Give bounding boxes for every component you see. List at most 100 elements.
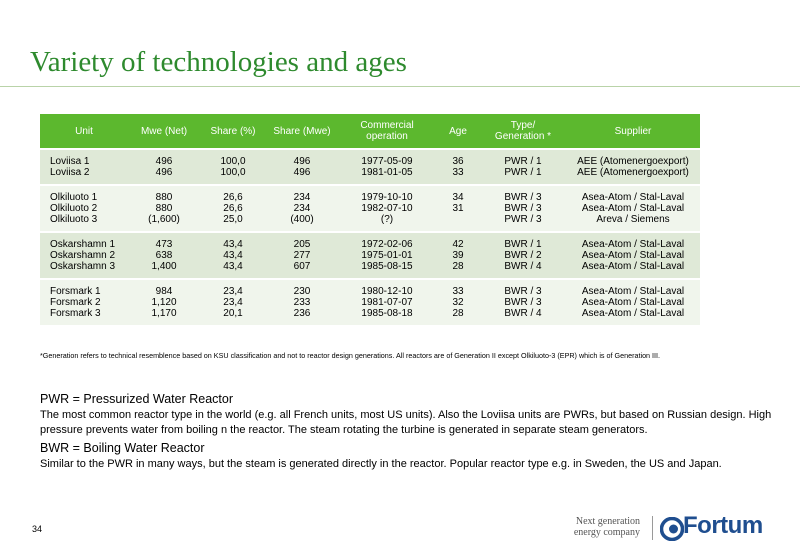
cell-value: BWR / 4 (504, 261, 542, 272)
cell-value: 233 (293, 297, 311, 308)
cell-share-pct: 23,4 23,4 20,1 (200, 278, 266, 325)
cell-value: 1972-02-06 (361, 239, 413, 250)
cell-type-generation: BWR / 3 BWR / 3 BWR / 4 (480, 278, 566, 325)
cell-value: Olkiluoto 1 (50, 192, 98, 203)
cell-value: 473 (155, 239, 173, 250)
cell-share-mwe: 234 234 (400) (266, 184, 338, 232)
cell-value: Asea-Atom / Stal-Laval (581, 192, 685, 203)
cell-unit: Forsmark 1 Forsmark 2 Forsmark 3 (40, 278, 128, 325)
column-header-text: Commercial (360, 120, 414, 131)
cell-value: 607 (293, 261, 311, 272)
cell-value: 20,1 (223, 308, 243, 319)
cell-type-generation: BWR / 1 BWR / 2 BWR / 4 (480, 231, 566, 279)
cell-value: 43,4 (223, 250, 243, 261)
cell-value: 1979-10-10 (361, 192, 413, 203)
cell-value: BWR / 3 (504, 203, 542, 214)
cell-value: 1,400 (151, 261, 177, 272)
column-header: Commercial operation (338, 114, 436, 149)
cell-value: PWR / 1 (504, 167, 542, 178)
cell-value: Forsmark 2 (50, 297, 101, 308)
cell-commercial-operation: 1972-02-06 1975-01-01 1985-08-15 (338, 231, 436, 279)
table-row-group: Olkiluoto 1 Olkiluoto 2 Olkiluoto 3 880 880(… (40, 184, 700, 232)
cell-value: 880 (155, 203, 173, 214)
cell-commercial-operation: 1977-05-09 1981-01-05 (338, 148, 436, 185)
cell-value: 26,6 (223, 203, 243, 214)
cell-value: 43,4 (223, 239, 243, 250)
tagline-line-2: energy company (573, 527, 640, 538)
column-header: Mwe (Net) (128, 114, 200, 149)
cell-value: Loviisa 1 (50, 156, 90, 167)
bwr-description: Similar to the PWR in many ways, but the… (40, 458, 722, 470)
cell-value: 1975-01-01 (361, 250, 413, 261)
cell-commercial-operation: 1979-10-10 1982-07-10 (?) (338, 184, 436, 232)
column-header-text: Age (449, 125, 467, 137)
cell-value: 1985-08-18 (361, 308, 413, 319)
table-body: Loviisa 1 Loviisa 2 496 496 100,0 100,0 496 496… (40, 148, 700, 325)
cell-unit: Loviisa 1 Loviisa 2 (40, 148, 128, 185)
fortum-logo-text: Fortum (683, 512, 763, 539)
cell-value: 1985-08-15 (361, 261, 413, 272)
cell-value: 496 (293, 156, 311, 167)
cell-age: 36 33 (436, 148, 480, 185)
cell-unit: Oskarshamn 1 Oskarshamn 2 Oskarshamn 3 (40, 231, 128, 279)
column-header: Type/Generation * (480, 114, 566, 149)
column-header-text: Type/ (510, 120, 536, 131)
table-row-group: Forsmark 1 Forsmark 2 Forsmark 3 984 1,120 1,… (40, 278, 700, 325)
cell-value: 496 (155, 156, 173, 167)
cell-value: BWR / 3 (504, 192, 542, 203)
cell-value: 1981-07-07 (361, 297, 413, 308)
cell-value: 43,4 (223, 261, 243, 272)
cell-value: 638 (155, 250, 173, 261)
pwr-description: The most common reactor type in the worl… (40, 409, 772, 436)
cell-value: 100,0 (220, 156, 246, 167)
cell-value: BWR / 1 (504, 239, 542, 250)
cell-value: 39 (452, 250, 464, 261)
footnote: *Generation refers to technical resemble… (40, 351, 661, 360)
cell-commercial-operation: 1980-12-10 1981-07-07 1985-08-18 (338, 278, 436, 325)
cell-value: Asea-Atom / Stal-Laval (581, 203, 685, 214)
cell-age: 34 31 (436, 184, 480, 232)
cell-mwe-net: 496 496 (128, 148, 200, 185)
bwr-heading: BWR = Boiling Water Reactor (40, 441, 205, 455)
cell-value: 1982-07-10 (361, 203, 413, 214)
cell-value: 236 (293, 308, 311, 319)
brand-separator (652, 516, 653, 540)
column-header-text: Share (Mwe) (273, 125, 331, 137)
page-title: Variety of technologies and ages (30, 46, 407, 78)
cell-value: 880 (155, 192, 173, 203)
cell-value: Olkiluoto 3 (50, 214, 98, 225)
cell-value: (?) (380, 214, 394, 225)
cell-value: (400) (290, 214, 314, 225)
cell-value: Forsmark 1 (50, 286, 101, 297)
cell-value: 25,0 (223, 214, 243, 225)
column-header-text: Supplier (614, 125, 652, 137)
cell-value: 26,6 (223, 192, 243, 203)
title-divider (0, 86, 800, 87)
cell-value: Asea-Atom / Stal-Laval (581, 308, 685, 319)
cell-value: 28 (452, 308, 464, 319)
cell-supplier: Asea-Atom / Stal-Laval Asea-Atom / Stal-L… (566, 278, 700, 325)
column-header: Unit (40, 114, 128, 149)
cell-value: PWR / 3 (504, 214, 542, 225)
cell-age: 42 39 28 (436, 231, 480, 279)
brand-tagline: Next generation energy company (556, 516, 640, 538)
cell-value: 32 (452, 297, 464, 308)
cell-value (438, 214, 478, 225)
cell-value: 28 (452, 261, 464, 272)
cell-mwe-net: 880 880 (1,600) (128, 184, 200, 232)
cell-value: 42 (452, 239, 464, 250)
cell-value: (1,600) (148, 214, 180, 225)
cell-mwe-net: 473 638 1,400 (128, 231, 200, 279)
cell-value: 234 (293, 203, 311, 214)
tagline-line-1: Next generation (575, 516, 640, 527)
cell-supplier: AEE (Atomenergoexport) AEE (Atomenergoexp… (566, 148, 700, 185)
cell-supplier: Asea-Atom / Stal-Laval Asea-Atom / Stal-L… (566, 184, 700, 232)
cell-value: 496 (293, 167, 311, 178)
cell-value: 234 (293, 192, 311, 203)
cell-value: Loviisa 2 (50, 167, 90, 178)
pwr-heading: PWR = Pressurized Water Reactor (40, 392, 233, 406)
cell-supplier: Asea-Atom / Stal-Laval Asea-Atom / Stal-L… (566, 231, 700, 279)
cell-value: Forsmark 3 (50, 308, 101, 319)
column-header: Share (Mwe) (266, 114, 338, 149)
cell-value: 230 (293, 286, 311, 297)
